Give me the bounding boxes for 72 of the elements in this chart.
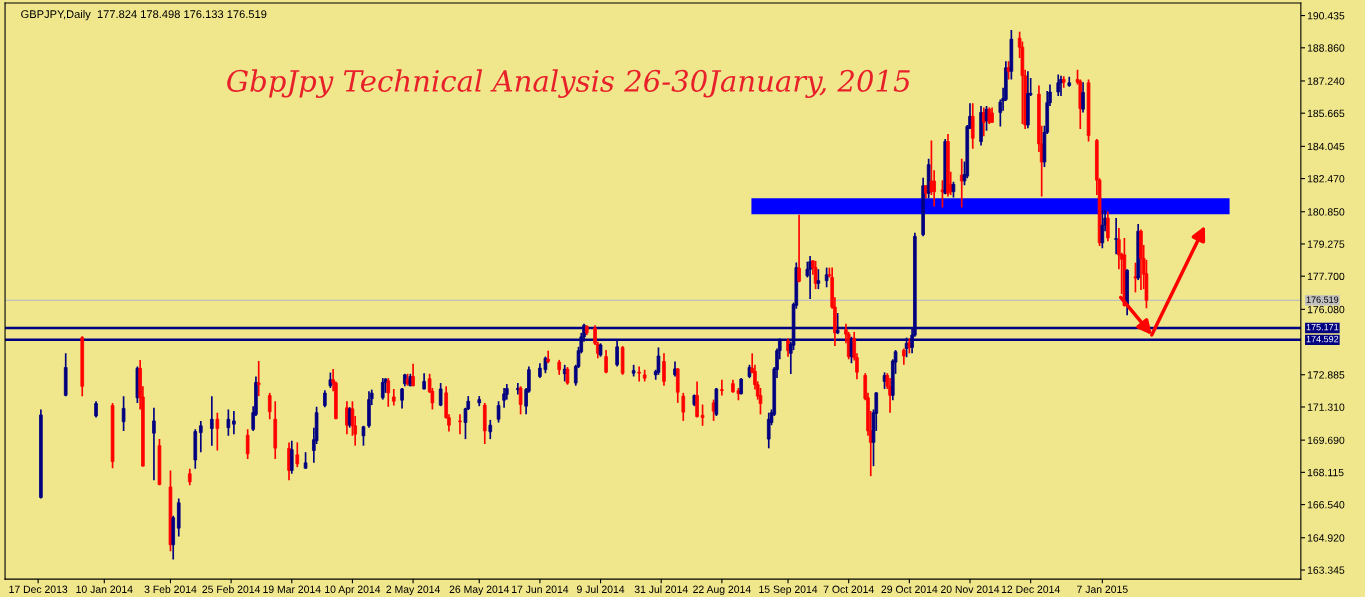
candlestick (786, 337, 790, 358)
candlestick (720, 378, 724, 397)
ref-line-label: 174.592 (1306, 335, 1339, 343)
y-tick-label: 177.700 (1307, 272, 1345, 281)
x-tick-label: 3 Feb 2014 (144, 585, 197, 593)
candlestick (1081, 81, 1085, 114)
y-tick-label: 185.665 (1307, 109, 1345, 118)
y-tick-label: 190.435 (1307, 12, 1345, 20)
candlestick (215, 411, 220, 452)
candlestick (496, 400, 501, 424)
candlestick (502, 387, 506, 409)
candlestick (1133, 261, 1138, 294)
ref-line-label: 175.171 (1306, 324, 1339, 331)
candlestick (656, 346, 661, 376)
ref-line-label: 176.519 (1306, 296, 1339, 303)
candlestick (121, 395, 126, 432)
x-tick-label: 10 Apr 2014 (325, 585, 381, 596)
candlestick (940, 179, 945, 209)
y-tick-label: 166.540 (1307, 501, 1345, 509)
y-tick-label: 176.080 (1307, 305, 1345, 314)
x-tick-label: 25 Feb 2014 (202, 585, 261, 593)
y-tick-label: 188.860 (1307, 44, 1345, 52)
x-tick-label: 20 Nov 2014 (940, 585, 1000, 593)
x-tick-label: 17 Dec 2013 (9, 585, 68, 593)
y-tick-label: 184.045 (1307, 142, 1345, 151)
y-tick-label: 164.920 (1307, 534, 1345, 542)
y-tick-label: 163.345 (1307, 566, 1345, 574)
x-tick-label: 7 Jan 2015 (1077, 585, 1128, 593)
y-tick-label: 168.115 (1307, 468, 1344, 477)
candlestick (1114, 217, 1118, 256)
y-tick-label: 187.240 (1307, 77, 1345, 85)
x-tick-label: 29 Oct 2014 (881, 585, 938, 593)
x-tick-label: 19 Mar 2014 (263, 585, 321, 593)
candlestick (637, 365, 641, 383)
text: GBPJPY,Daily 177.824 178.498 176.133 176.519 (21, 9, 267, 21)
y-tick-label: 171.310 (1307, 403, 1345, 411)
candlestick (232, 410, 236, 436)
candlestick (700, 403, 705, 427)
candlestick (210, 395, 214, 447)
x-tick-label: 9 Jul 2014 (577, 585, 625, 593)
y-tick-label: 179.275 (1307, 240, 1345, 248)
y-tick-label: 172.885 (1307, 371, 1345, 379)
candlestick (1100, 209, 1105, 250)
candlestick (199, 420, 203, 454)
candlestick (152, 406, 156, 482)
candlestick (295, 441, 300, 468)
y-tick-label: 180.850 (1307, 208, 1345, 216)
x-tick-label: 15 Sep 2014 (759, 585, 818, 596)
candlestick (797, 213, 801, 284)
candlestick (488, 419, 493, 440)
candlestick (816, 268, 821, 290)
x-tick-label: 10 Jan 2014 (76, 585, 133, 593)
x-tick-label: 22 Aug 2014 (693, 585, 751, 596)
candlestick (1106, 210, 1110, 243)
candlestick (245, 428, 250, 460)
x-tick-label: 17 Jun 2014 (512, 585, 569, 593)
candlestick (458, 413, 462, 436)
candlestick (256, 360, 261, 397)
candlestick (662, 352, 666, 387)
text: GbpJpy Technical Analysis 26-30January, 2015 (227, 69, 910, 98)
x-tick-label: 7 Oct 2014 (823, 585, 874, 593)
candlestick (267, 392, 272, 421)
y-tick-label: 182.470 (1307, 175, 1345, 183)
y-tick-label: 169.690 (1307, 436, 1345, 445)
candlestick (766, 411, 771, 450)
candlestick (681, 392, 686, 422)
x-tick-label: 2 May 2014 (386, 585, 440, 596)
x-tick-label: 12 Dec 2014 (1001, 585, 1060, 593)
candlestick (400, 387, 404, 410)
candlestick (226, 408, 231, 437)
x-tick-label: 26 May 2014 (449, 585, 510, 596)
x-tick-label: 31 Jul 2014 (634, 585, 688, 593)
